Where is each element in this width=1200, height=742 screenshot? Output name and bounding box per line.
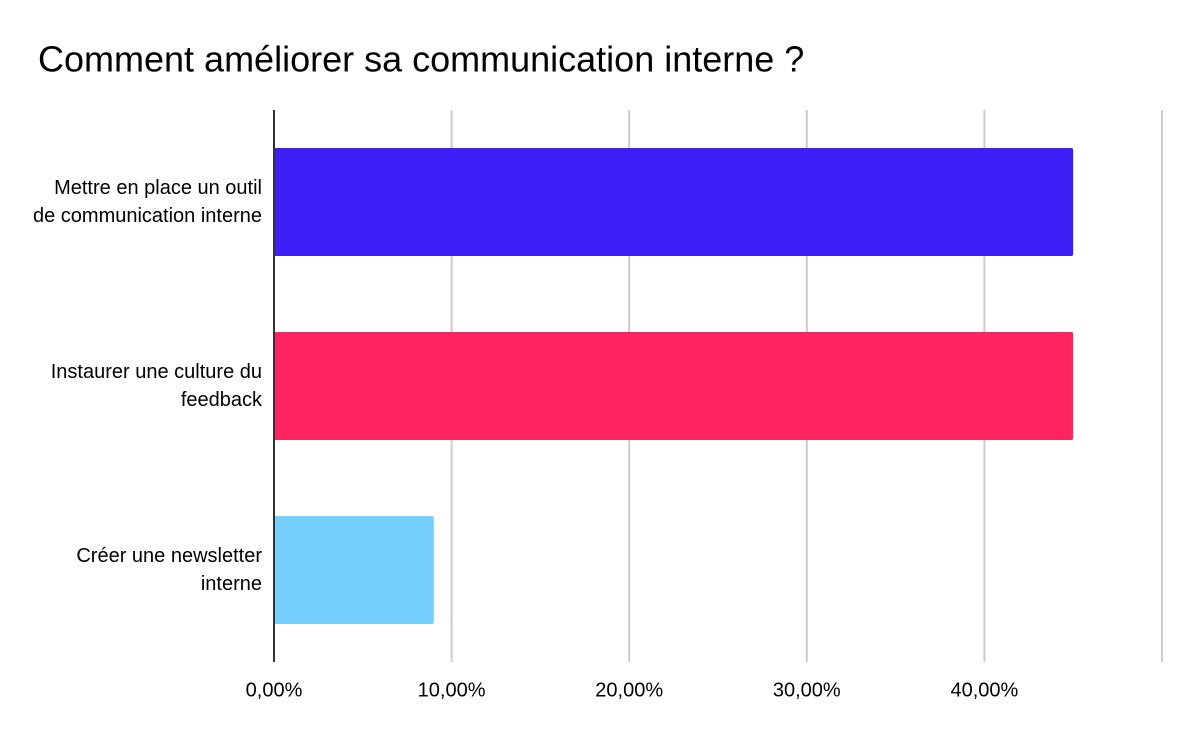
y-tick-label: Instaurer une culture du feedback bbox=[50, 361, 262, 411]
bar bbox=[274, 332, 1074, 440]
x-tick-label: 10,00% bbox=[418, 679, 486, 701]
y-tick-label: Mettre en place un outil de communicatio… bbox=[32, 177, 262, 227]
x-tick-label: 30,00% bbox=[773, 679, 841, 701]
y-tick-label: Créer une newsletter interne bbox=[76, 545, 262, 595]
x-tick-label: 0,00% bbox=[246, 679, 303, 701]
bar bbox=[274, 148, 1074, 256]
x-tick-label: 20,00% bbox=[595, 679, 663, 701]
bar bbox=[274, 516, 434, 624]
chart-title: Comment améliorer sa communication inter… bbox=[38, 39, 804, 80]
x-tick-label: 40,00% bbox=[950, 679, 1018, 701]
